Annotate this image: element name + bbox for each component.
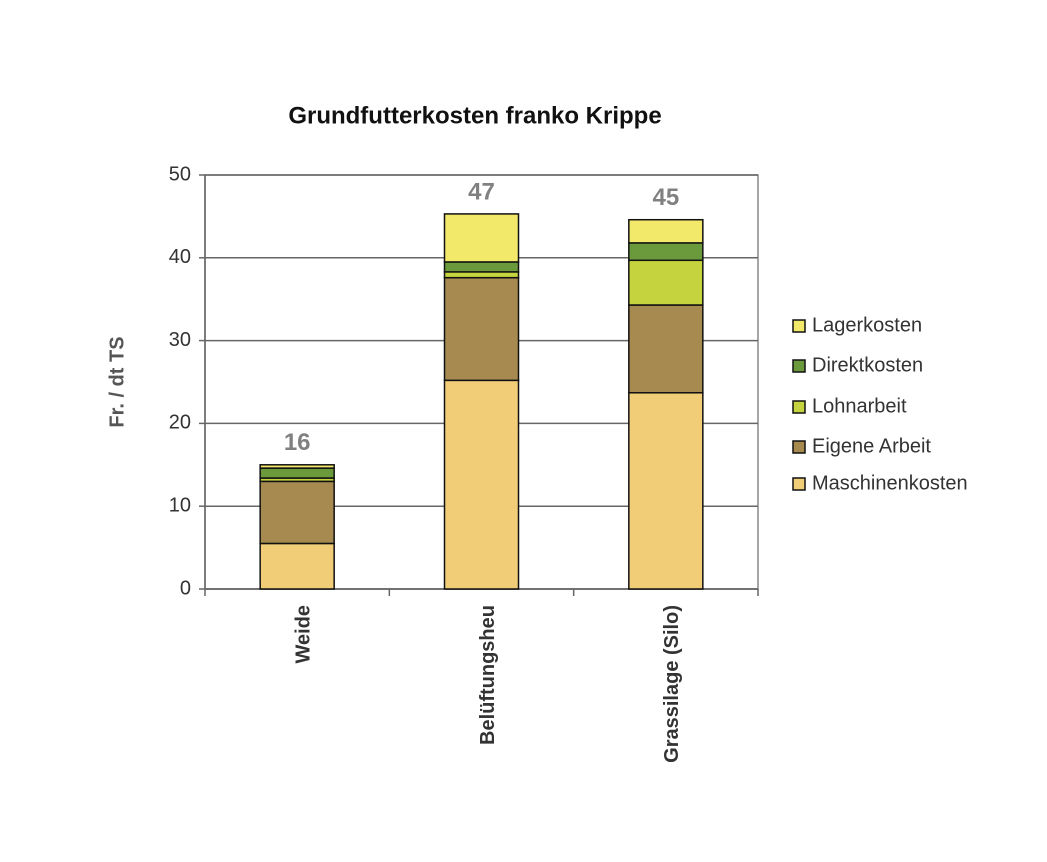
legend-label: Eigene Arbeit (812, 435, 931, 457)
y-tick-label: 50 (169, 163, 191, 185)
y-tick-label: 40 (169, 246, 191, 268)
y-tick-label: 10 (169, 494, 191, 516)
bar-segment (259, 542, 335, 590)
bar-segment (443, 261, 520, 273)
legend-swatch (792, 477, 806, 491)
total-label: 16 (284, 429, 311, 456)
legend-label: Lagerkosten (812, 314, 922, 336)
x-tick-label: Belüftungsheu (477, 605, 499, 745)
bar-segment (443, 213, 520, 263)
legend-swatch (792, 319, 806, 333)
legend-swatch (792, 440, 806, 454)
total-label: 45 (652, 184, 679, 211)
total-label: 47 (468, 178, 495, 205)
bar-segment (259, 464, 335, 469)
bar-segment (443, 271, 520, 279)
x-tick-label: Grassilage (Silo) (661, 605, 683, 763)
bar-segment (443, 276, 520, 382)
bar-segment (259, 467, 335, 479)
bar-segment (628, 304, 704, 394)
legend-swatch (792, 400, 806, 414)
y-axis-label: Fr. / dt TS (106, 336, 128, 427)
legend-label: Lohnarbeit (812, 395, 907, 417)
bar-segment (628, 242, 704, 262)
y-tick-label: 30 (169, 329, 191, 351)
x-tick-label: Weide (292, 605, 314, 664)
legend-swatch (792, 359, 806, 373)
y-tick-label: 20 (169, 412, 191, 434)
bar-segment (628, 259, 704, 306)
bar-segment (259, 480, 335, 545)
legend-label: Maschinenkosten (812, 472, 968, 494)
chart-title: Grundfutterkosten franko Krippe (288, 102, 661, 129)
bar-segment (628, 392, 704, 590)
legend-label: Direktkosten (812, 354, 923, 376)
bar-segment (628, 218, 704, 244)
y-tick-label: 0 (180, 577, 191, 599)
bar-segment (443, 379, 520, 590)
